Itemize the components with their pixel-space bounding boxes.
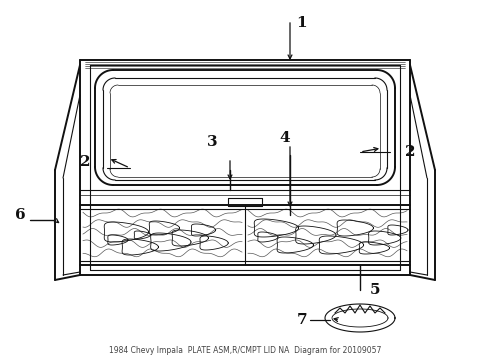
Text: 2: 2: [80, 155, 90, 169]
Text: 7: 7: [296, 313, 307, 327]
Text: 6: 6: [15, 208, 25, 222]
Text: 2: 2: [405, 145, 415, 159]
Text: 1: 1: [296, 16, 307, 30]
Text: 5: 5: [370, 283, 381, 297]
Text: 3: 3: [207, 135, 217, 149]
Text: 1984 Chevy Impala  PLATE ASM,R/CMPT LID NA  Diagram for 20109057: 1984 Chevy Impala PLATE ASM,R/CMPT LID N…: [109, 346, 381, 355]
Text: 4: 4: [280, 131, 290, 145]
